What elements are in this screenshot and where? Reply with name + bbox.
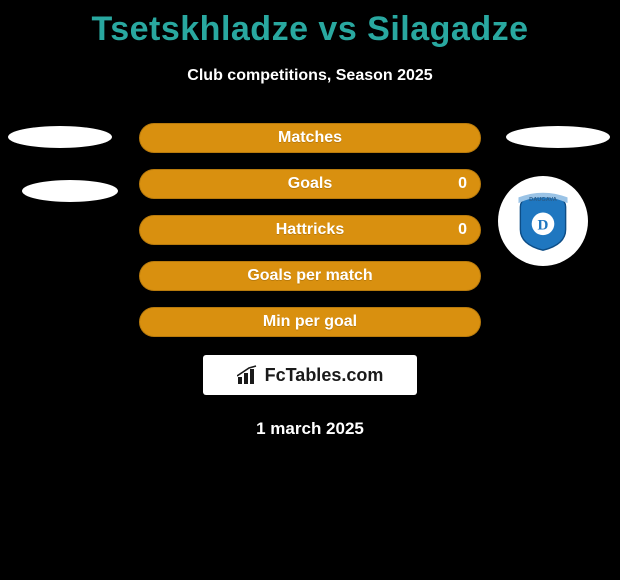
stat-label: Hattricks xyxy=(276,221,344,239)
subtitle: Club competitions, Season 2025 xyxy=(0,67,620,85)
decor-ellipse-1 xyxy=(8,126,112,148)
stat-label: Matches xyxy=(278,129,342,147)
stat-row: Min per goal xyxy=(139,307,481,337)
stat-row: Goals 0 xyxy=(139,169,481,199)
club-crest-icon: DAUGAVA D xyxy=(513,191,573,251)
stat-row: Matches xyxy=(139,123,481,153)
stat-row: Hattricks 0 xyxy=(139,215,481,245)
stat-row: Goals per match xyxy=(139,261,481,291)
decor-ellipse-2 xyxy=(506,126,610,148)
svg-text:DAUGAVA: DAUGAVA xyxy=(529,197,557,203)
stat-label: Goals xyxy=(288,175,332,193)
fctables-attribution: FcTables.com xyxy=(203,355,417,395)
player-photo-right: DAUGAVA D xyxy=(498,176,588,266)
stat-value-right: 0 xyxy=(458,221,467,239)
page-title: Tsetskhladze vs Silagadze xyxy=(0,0,620,49)
bar-chart-icon xyxy=(237,365,259,385)
stat-value-right: 0 xyxy=(458,175,467,193)
fctables-text: FcTables.com xyxy=(265,365,384,386)
date-line: 1 march 2025 xyxy=(0,419,620,439)
stat-label: Min per goal xyxy=(263,313,357,331)
decor-ellipse-3 xyxy=(22,180,118,202)
stat-label: Goals per match xyxy=(247,267,372,285)
svg-text:D: D xyxy=(538,217,549,233)
